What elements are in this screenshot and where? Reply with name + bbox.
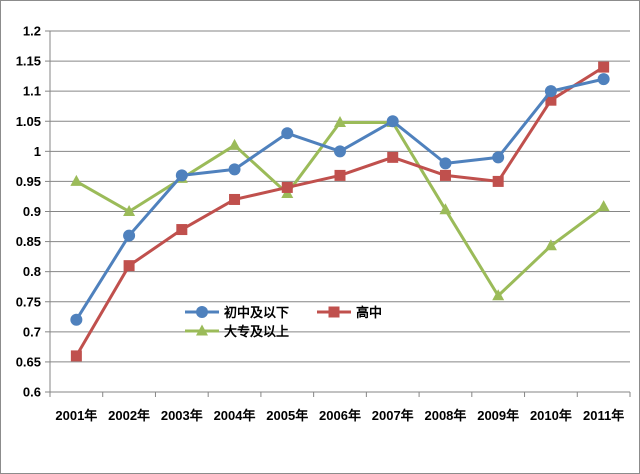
x-tick-label: 2005年 [266, 408, 308, 423]
y-tick-label: 1.15 [16, 54, 41, 69]
data-point [439, 169, 451, 181]
x-tick-label: 2008年 [424, 408, 466, 423]
y-tick-label: 0.85 [16, 234, 41, 249]
x-tick-label: 2004年 [214, 408, 256, 423]
data-point [281, 127, 294, 140]
data-point [439, 157, 452, 170]
data-point [597, 200, 610, 212]
legend-label: 大专及以上 [224, 324, 289, 340]
data-point [597, 73, 610, 86]
y-tick-label: 0.8 [23, 264, 41, 279]
legend-label: 初中及以下 [224, 305, 289, 321]
y-tick-label: 1 [34, 144, 41, 159]
y-tick-label: 0.65 [16, 354, 41, 369]
data-point [70, 350, 82, 362]
x-tick-label: 2009年 [477, 408, 519, 423]
data-point [229, 193, 241, 205]
x-tick-label: 2010年 [530, 408, 572, 423]
data-point [492, 289, 505, 301]
data-point [545, 94, 557, 106]
series-0 [70, 73, 610, 326]
data-point [544, 85, 557, 98]
x-tick-label: 2007年 [372, 408, 414, 423]
data-point [492, 175, 504, 187]
legend-item: 大专及以上 [185, 324, 289, 340]
x-tick-label: 2003年 [161, 408, 203, 423]
data-point [123, 260, 135, 272]
data-point [228, 138, 241, 150]
data-point [598, 61, 610, 73]
data-point [228, 163, 241, 176]
data-point [492, 151, 505, 164]
y-tick-label: 0.9 [23, 204, 41, 219]
series [70, 61, 610, 362]
data-point [387, 151, 399, 163]
y-tick-label: 0.75 [16, 294, 41, 309]
x-tick-label: 2011年 [583, 408, 624, 423]
data-point [544, 239, 557, 251]
y-tick-label: 1.05 [16, 114, 41, 129]
legend-item: 初中及以下 [185, 305, 289, 321]
x-tick-label: 2006年 [319, 408, 361, 423]
data-point [123, 229, 136, 242]
y-tick-label: 1.2 [23, 24, 41, 39]
legend-marker [328, 306, 340, 318]
y-tick-label: 0.95 [16, 174, 41, 189]
y-tick-label: 0.6 [23, 385, 41, 400]
data-point [70, 174, 83, 186]
legend-label: 高中 [356, 305, 382, 321]
data-point [175, 169, 188, 182]
data-point [334, 115, 346, 127]
x-tick-label: 2002年 [108, 408, 150, 423]
data-point [123, 205, 136, 216]
legend-marker [196, 306, 208, 318]
x-tick-label: 2001年 [55, 408, 97, 423]
data-point [334, 145, 346, 158]
legend-item: 高中 [317, 305, 382, 321]
y-tick-label: 0.7 [23, 324, 41, 339]
data-point [386, 115, 399, 128]
data-point [70, 313, 83, 326]
legend-marker [196, 324, 208, 336]
series-1 [70, 61, 610, 362]
series-line [75, 77, 604, 321]
data-point [176, 224, 188, 236]
data-point [439, 203, 452, 215]
data-point [334, 169, 346, 181]
data-point [281, 181, 293, 193]
y-tick-label: 1.1 [23, 84, 41, 99]
axes: 0.6 0.65 0.7 0.75 0.8 0.85 0.9 0.95 1 1.05 1.1 1.15… [16, 24, 631, 423]
